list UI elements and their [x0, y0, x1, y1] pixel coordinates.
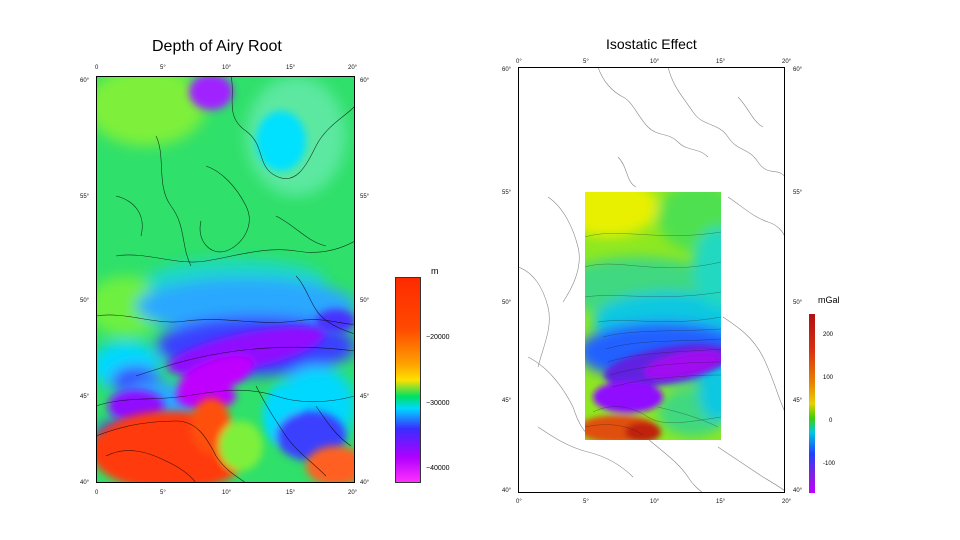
right-bottom-tick-4: 20° [782, 499, 792, 505]
right-right-tick-0: 60° [793, 67, 803, 73]
left-left-tick-0: 60° [80, 78, 90, 84]
left-left-tick-2: 50° [80, 298, 90, 304]
left-bottom-tick-4: 20° [348, 490, 358, 496]
right-right-tick-2: 50° [793, 300, 803, 306]
left-colorbar-label-2: −40000 [426, 465, 450, 472]
left-top-tick-3: 15° [286, 65, 296, 71]
left-colorbar [395, 277, 421, 483]
right-colorbar-label-3: -100 [823, 461, 836, 467]
left-right-tick-1: 55° [360, 194, 370, 200]
airy-root-depth-map [96, 76, 355, 483]
left-bottom-tick-0: 0 [95, 490, 99, 496]
right-left-tick-0: 60° [502, 67, 512, 73]
left-right-tick-0: 60° [360, 78, 370, 84]
left-bottom-tick-1: 5° [160, 490, 166, 496]
right-top-tick-3: 15° [716, 59, 726, 65]
right-top-tick-2: 10° [650, 59, 660, 65]
left-bottom-tick-2: 10° [222, 490, 232, 496]
right-top-tick-0: 0° [516, 59, 522, 65]
right-colorbar-unit: mGal [818, 295, 840, 305]
left-left-tick-4: 40° [80, 480, 90, 486]
left-panel-title: Depth of Airy Root [152, 38, 282, 55]
left-top-tick-0: 0 [95, 65, 99, 71]
right-left-tick-4: 40° [502, 488, 512, 494]
right-top-tick-1: 5° [583, 59, 589, 65]
right-left-tick-3: 45° [502, 398, 512, 404]
left-left-tick-1: 55° [80, 194, 90, 200]
right-colorbar [809, 314, 815, 493]
right-left-tick-1: 55° [502, 190, 512, 196]
left-top-tick-4: 20° [348, 65, 358, 71]
left-bottom-tick-3: 15° [286, 490, 296, 496]
isostatic-effect-map [518, 67, 785, 493]
right-colorbar-label-1: 100 [823, 375, 834, 381]
right-colorbar-label-0: 200 [823, 332, 834, 338]
right-right-tick-3: 45° [793, 398, 803, 404]
right-right-tick-1: 55° [793, 190, 803, 196]
left-right-tick-3: 45° [360, 394, 370, 400]
left-right-tick-2: 50° [360, 298, 370, 304]
left-colorbar-unit: m [431, 266, 439, 276]
right-bottom-tick-1: 5° [583, 499, 589, 505]
right-top-tick-4: 20° [782, 59, 792, 65]
right-bottom-tick-2: 10° [650, 499, 660, 505]
right-bottom-tick-0: 0° [516, 499, 522, 505]
right-right-tick-4: 40° [793, 488, 803, 494]
right-bottom-tick-3: 15° [716, 499, 726, 505]
left-top-tick-2: 10° [222, 65, 232, 71]
left-colorbar-label-0: −20000 [426, 334, 450, 341]
right-colorbar-label-2: 0 [829, 418, 833, 424]
left-map-frame [96, 76, 355, 483]
left-top-tick-1: 5° [160, 65, 166, 71]
left-right-tick-4: 40° [360, 480, 370, 486]
left-left-tick-3: 45° [80, 394, 90, 400]
right-panel-title: Isostatic Effect [606, 36, 697, 52]
left-colorbar-label-1: −30000 [426, 400, 450, 407]
right-map-frame [518, 67, 785, 493]
right-left-tick-2: 50° [502, 300, 512, 306]
